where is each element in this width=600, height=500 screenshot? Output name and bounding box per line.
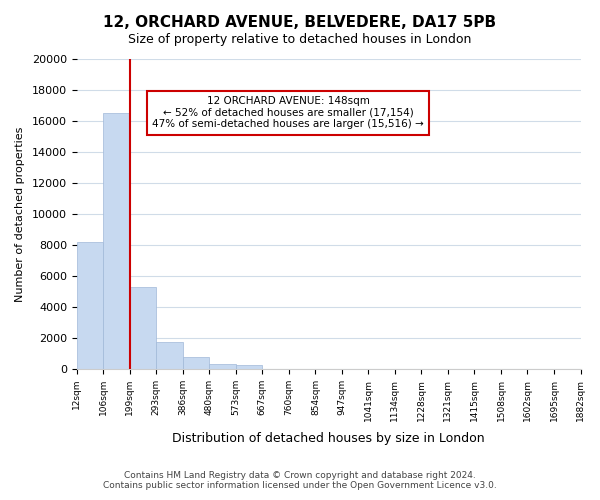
Bar — [77, 242, 103, 369]
Bar — [157, 342, 183, 369]
Text: 12 ORCHARD AVENUE: 148sqm
← 52% of detached houses are smaller (17,154)
47% of s: 12 ORCHARD AVENUE: 148sqm ← 52% of detac… — [152, 96, 424, 130]
Bar — [183, 356, 209, 369]
Text: 12, ORCHARD AVENUE, BELVEDERE, DA17 5PB: 12, ORCHARD AVENUE, BELVEDERE, DA17 5PB — [103, 15, 497, 30]
X-axis label: Distribution of detached houses by size in London: Distribution of detached houses by size … — [172, 432, 485, 445]
Bar — [130, 287, 157, 369]
Text: Contains HM Land Registry data © Crown copyright and database right 2024.
Contai: Contains HM Land Registry data © Crown c… — [103, 470, 497, 490]
Bar — [209, 364, 236, 369]
Text: Size of property relative to detached houses in London: Size of property relative to detached ho… — [128, 32, 472, 46]
Bar — [236, 365, 262, 369]
Y-axis label: Number of detached properties: Number of detached properties — [15, 126, 25, 302]
Bar — [103, 114, 130, 369]
